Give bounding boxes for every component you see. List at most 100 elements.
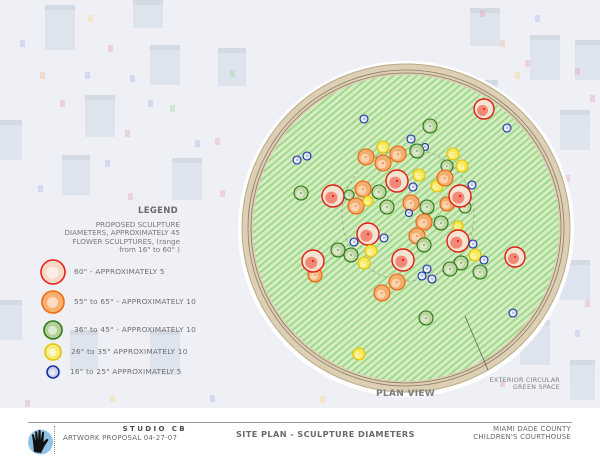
sculpture-green: [343, 189, 355, 201]
facade-window: [570, 360, 595, 400]
sculpture-red: [385, 169, 409, 193]
sculpture-orange: [347, 197, 365, 215]
sculpture-blue: [508, 308, 518, 318]
title-block: STUDIO CB ARTWORK PROPOSAL 04-27-07 SITE…: [0, 408, 600, 464]
sculpture-green: [453, 255, 469, 271]
facade-tile: [500, 380, 505, 387]
facade-tile: [128, 193, 133, 200]
legend-swatch-0-icon: [40, 259, 66, 285]
sculpture-layer: [292, 98, 526, 361]
sculpture-orange: [357, 148, 375, 166]
sculpture-green: [416, 237, 432, 253]
sculpture-green: [343, 247, 359, 263]
facade-window: [45, 5, 75, 50]
sculpture-green: [419, 199, 435, 215]
sculpture-green: [422, 118, 438, 134]
sculpture-red: [473, 98, 495, 120]
facade-window: [218, 48, 246, 86]
sculpture-red: [301, 249, 325, 273]
facade-tile: [38, 185, 43, 192]
facade-tile: [85, 72, 90, 79]
facade-tile: [230, 70, 235, 77]
facade-tile: [195, 140, 200, 147]
facade-tile: [105, 160, 110, 167]
legend-swatch-4-icon: [46, 365, 60, 379]
sculpture-yellow: [364, 244, 378, 258]
sculpture-green: [379, 199, 395, 215]
sculpture-blue: [292, 155, 302, 165]
plan-view-label: PLAN VIEW: [376, 389, 436, 399]
sculpture-yellow: [376, 140, 390, 154]
legend-item-label: 36" to 45" - APPROXIMATELY 10: [74, 325, 197, 334]
proposal-date: ARTWORK PROPOSAL 04-27-07: [63, 434, 178, 442]
footer-divider: [28, 422, 572, 423]
legend-swatch-3-icon: [44, 343, 62, 361]
sculpture-green: [409, 143, 425, 159]
facade-window: [530, 35, 560, 80]
sculpture-blue: [408, 182, 418, 192]
sculpture-green: [330, 242, 346, 258]
facade-window: [70, 330, 98, 370]
facade-window: [85, 95, 115, 137]
sculpture-green: [433, 215, 449, 231]
facade-window: [133, 0, 163, 28]
legend-item-label: 60" - APPROXIMATELY 5: [74, 267, 165, 276]
facade-window: [470, 8, 500, 46]
sculpture-blue: [379, 233, 389, 243]
facade-tile: [515, 72, 520, 79]
facade-tile: [565, 175, 570, 182]
leader-line: [464, 315, 489, 371]
facade-tile: [210, 395, 215, 402]
legend-description: PROPOSED SCULPTURE DIAMETERS, APPROXIMAT…: [64, 220, 180, 255]
sculpture-blue: [467, 180, 477, 190]
facade-tile: [500, 40, 505, 47]
logo-divider: [54, 426, 55, 454]
sculpture-green: [472, 264, 488, 280]
sculpture-yellow: [446, 147, 460, 161]
sculpture-blue: [404, 208, 414, 218]
sculpture-blue: [406, 134, 416, 144]
facade-window: [150, 330, 180, 375]
facade-window: [575, 40, 600, 80]
sculpture-blue: [422, 264, 432, 274]
legend-title: LEGEND: [138, 206, 178, 216]
facade-tile: [108, 45, 113, 52]
facade-tile: [125, 130, 130, 137]
sculpture-red: [321, 184, 345, 208]
sculpture-blue: [502, 123, 512, 133]
facade-window: [172, 158, 202, 200]
inner-ring-dashed: [341, 148, 475, 282]
legend-item-label: 26" to 35" APPROXIMATELY 10: [71, 347, 188, 356]
facade-tile: [25, 400, 30, 407]
facade-tile: [60, 100, 65, 107]
sculpture-red: [446, 229, 470, 253]
facade-window: [0, 300, 22, 340]
studio-hand-logo-icon: [28, 429, 53, 455]
sculpture-blue: [479, 255, 489, 265]
facade-window: [560, 110, 590, 150]
sculpture-orange: [436, 169, 454, 187]
facade-tile: [575, 330, 580, 337]
sculpture-orange: [402, 194, 420, 212]
facade-tile: [575, 68, 580, 75]
sculpture-yellow: [352, 347, 366, 361]
sculpture-blue: [417, 271, 427, 281]
facade-tile: [130, 75, 135, 82]
sculpture-red: [391, 248, 415, 272]
facade-tile: [88, 15, 93, 22]
sheet-title: SITE PLAN - SCULPTURE DIAMETERS: [236, 429, 415, 439]
sculpture-orange: [415, 213, 433, 231]
facade-tile: [590, 95, 595, 102]
facade-window: [0, 120, 22, 160]
sculpture-orange: [354, 180, 372, 198]
sculpture-yellow: [357, 256, 371, 270]
sculpture-green: [371, 184, 387, 200]
sculpture-blue: [302, 151, 312, 161]
sculpture-orange: [374, 154, 392, 172]
sculpture-yellow: [455, 159, 469, 173]
sculpture-orange: [388, 273, 406, 291]
facade-tile: [20, 40, 25, 47]
client-name: MIAMI DADE COUNTY CHILDREN'S COURTHOUSE: [473, 425, 571, 441]
facade-tile: [585, 300, 590, 307]
legend-item-label: 16" to 25" APPROXIMATELY 5: [70, 367, 182, 376]
